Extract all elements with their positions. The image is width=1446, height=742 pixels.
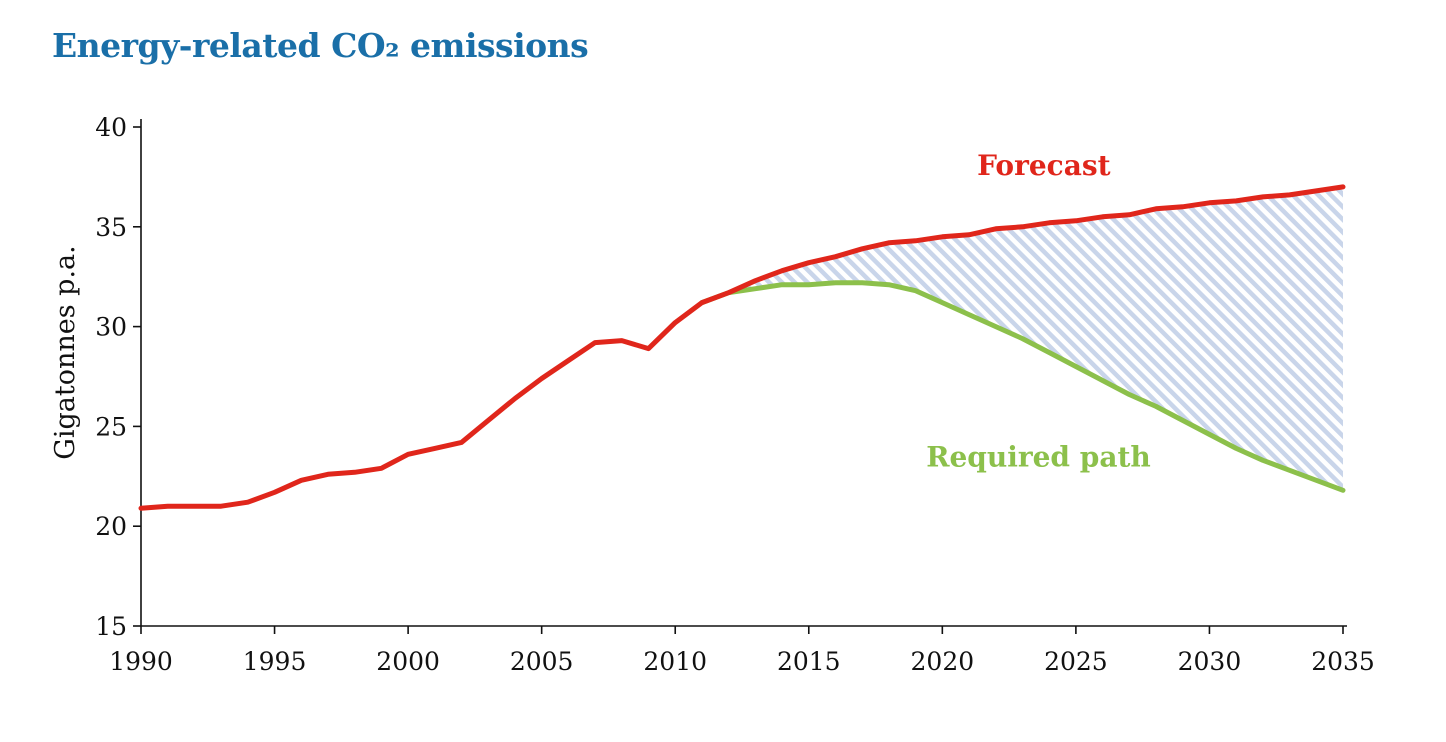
x-tick-label: 1995: [243, 647, 307, 676]
y-axis-title: Gigatonnes p.a.: [50, 245, 81, 459]
series-label-required-path: Required path: [926, 440, 1151, 473]
series-line-forecast: [138, 184, 1346, 511]
emissions-gap-area: [701, 186, 1343, 491]
series-label-forecast: Forecast: [977, 149, 1111, 182]
y-tick-label: 35: [95, 213, 127, 242]
x-tick-label: 2030: [1178, 647, 1242, 676]
x-tick-label: 1990: [109, 647, 173, 676]
x-tick-label: 2000: [376, 647, 440, 676]
x-tick-label: 2010: [643, 647, 707, 676]
x-tick-label: 2005: [510, 647, 574, 676]
x-tick-label: 2015: [777, 647, 841, 676]
y-tick-label: 40: [95, 113, 127, 142]
chart-title: Energy-related CO₂ emissions: [52, 26, 589, 65]
x-tick-label: 2020: [911, 647, 975, 676]
y-tick-label: 30: [95, 313, 127, 342]
y-tick-label: 25: [95, 412, 127, 441]
y-tick-label: 15: [95, 612, 127, 641]
y-tick-label: 20: [95, 512, 127, 541]
x-tick-label: 2035: [1311, 647, 1375, 676]
series-line-required-path: [699, 280, 1346, 493]
x-tick-label: 2025: [1044, 647, 1108, 676]
